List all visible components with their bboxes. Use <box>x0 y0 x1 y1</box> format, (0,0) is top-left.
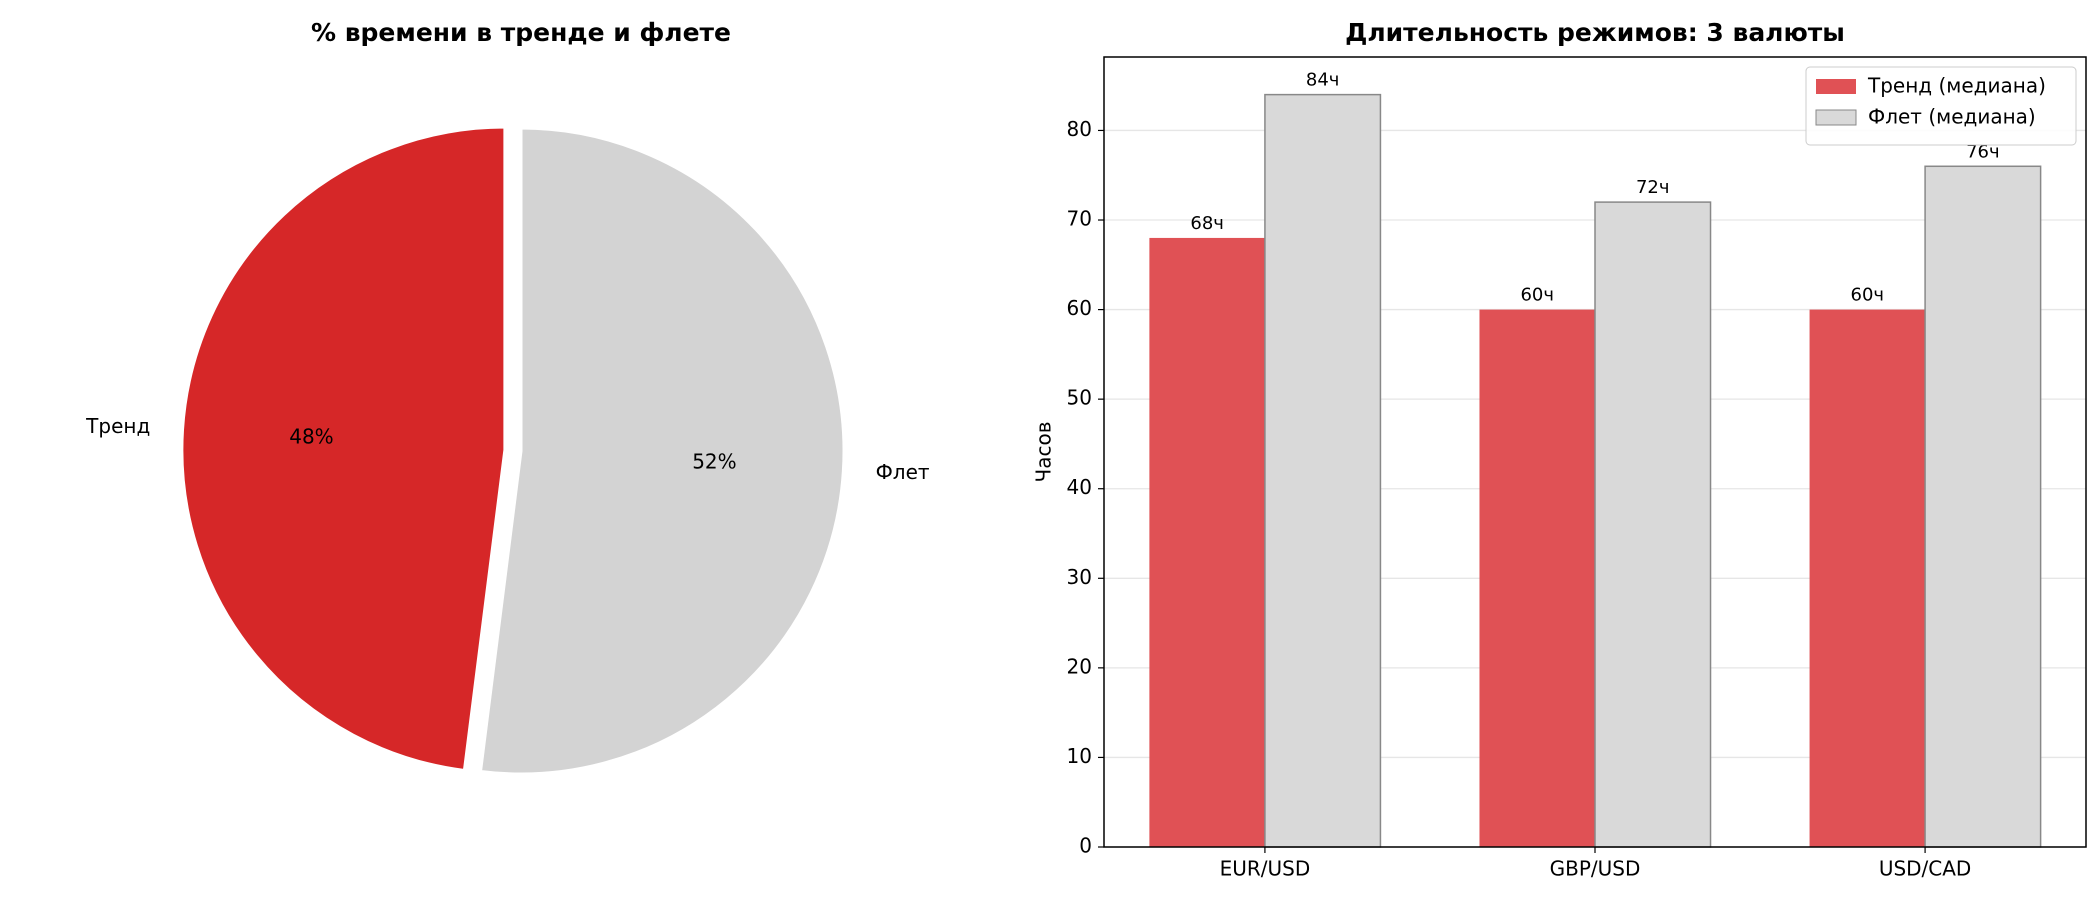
x-tick-label: USD/CAD <box>1879 857 1972 881</box>
legend-label: Флет (медиана) <box>1868 105 2036 129</box>
legend-box <box>1805 66 2077 146</box>
x-tick-label: EUR/USD <box>1220 857 1311 881</box>
y-tick-label: 30 <box>1067 565 1092 589</box>
y-tick-label: 40 <box>1067 475 1092 499</box>
bar-value-label: 68ч <box>1190 213 1224 234</box>
bar <box>1924 165 2042 848</box>
pie-pct-label: 52% <box>692 450 736 474</box>
bar <box>1809 309 1926 847</box>
legend-label: Тренд (медиана) <box>1867 74 2046 98</box>
pie-title: % времени в тренде и флете <box>311 18 731 47</box>
axes-frame <box>1103 56 2087 848</box>
bar-value-label: 84ч <box>1306 70 1340 91</box>
legend-swatch <box>1816 79 1856 94</box>
bar-value-label: 72ч <box>1636 177 1670 198</box>
bar-value-label: 60ч <box>1851 285 1885 306</box>
y-tick-label: 10 <box>1067 744 1092 768</box>
pie-label: Флет <box>876 460 930 484</box>
y-tick-label: 80 <box>1067 117 1092 141</box>
y-tick-label: 0 <box>1079 834 1092 858</box>
bar <box>1264 93 1382 848</box>
bar <box>1149 237 1265 848</box>
y-tick-label: 60 <box>1067 296 1092 320</box>
pie-pct-label: 48% <box>289 424 333 448</box>
x-tick-label: GBP/USD <box>1550 857 1641 881</box>
bar-title: Длительность режимов: 3 валюты <box>1345 18 1845 47</box>
pie-wedge <box>478 126 846 776</box>
pie-wedge <box>180 125 507 773</box>
legend-swatch <box>1815 109 1857 126</box>
bar <box>1479 309 1595 847</box>
pie-label: Тренд <box>85 414 150 438</box>
bar-value-label: 76ч <box>1966 141 2000 162</box>
y-tick-label: 50 <box>1067 386 1092 410</box>
bar <box>1594 201 1712 848</box>
y-axis-label: Часов <box>1032 422 1056 483</box>
y-tick-label: 70 <box>1067 207 1092 231</box>
bar-value-label: 60ч <box>1520 285 1554 306</box>
y-tick-label: 20 <box>1067 654 1092 678</box>
